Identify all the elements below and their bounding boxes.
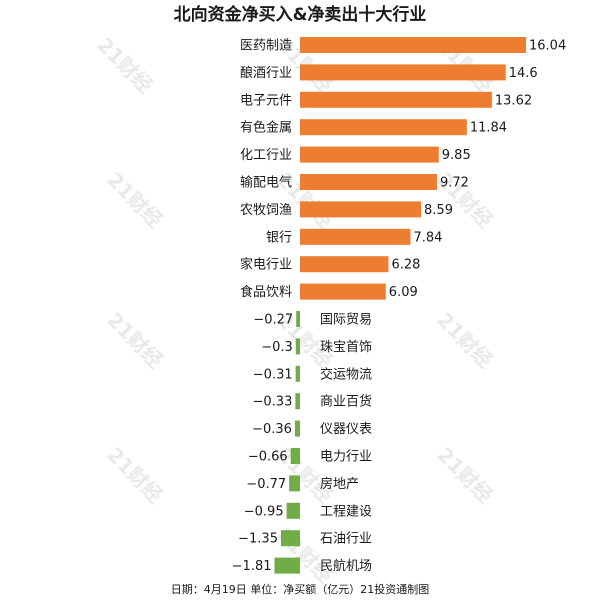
- value-label-7: 8.59: [424, 203, 453, 218]
- bar-12: [295, 338, 300, 355]
- value-label-5: 9.85: [442, 148, 471, 163]
- bar-17: [289, 475, 300, 492]
- value-label-10: 6.09: [389, 285, 418, 300]
- bar-6: [300, 174, 437, 190]
- value-label-12: −0.3: [261, 340, 293, 355]
- watermark-9: 21财经: [432, 308, 497, 373]
- watermark-7: 21财经: [102, 308, 167, 373]
- category-label-15: 仪器仪表: [320, 422, 372, 437]
- value-label-4: 11.84: [470, 121, 507, 136]
- bar-15: [294, 420, 300, 437]
- value-label-1: 16.04: [529, 39, 566, 54]
- category-label-20: 民航机场: [320, 558, 372, 574]
- category-label-16: 电力行业: [320, 450, 372, 465]
- category-label-7: 农牧饲渔: [240, 203, 292, 218]
- category-label-11: 国际贸易: [320, 313, 372, 328]
- bar-4: [300, 119, 467, 136]
- watermark-4: 21财经: [102, 168, 167, 233]
- category-label-6: 输配电气: [240, 175, 292, 191]
- value-label-2: 14.6: [509, 66, 538, 81]
- bar-10: [300, 283, 386, 300]
- value-label-17: −0.77: [246, 477, 286, 492]
- category-label-18: 工程建设: [320, 504, 372, 519]
- value-label-18: −0.95: [244, 504, 284, 519]
- bars-group: [274, 37, 526, 574]
- category-label-17: 房地产: [320, 476, 359, 492]
- labels-group: 医药制造 16.04 酿酒行业 14.6 电子元件 13.62 有色金属 11.84 化工行业 9…: [232, 39, 567, 575]
- bar-13: [295, 365, 300, 382]
- value-label-19: −1.35: [238, 532, 278, 547]
- bar-14: [295, 393, 300, 410]
- value-label-13: −0.31: [253, 367, 293, 382]
- category-label-12: 珠宝首饰: [320, 340, 372, 355]
- category-label-10: 食品饮料: [240, 284, 292, 300]
- bar-5: [300, 146, 439, 163]
- category-label-14: 商业百货: [320, 394, 372, 410]
- bar-1: [300, 37, 526, 53]
- value-label-14: −0.33: [253, 395, 293, 410]
- watermark-12: 21财经: [432, 443, 497, 508]
- bar-19: [280, 530, 300, 547]
- watermark-1: 21财经: [92, 33, 157, 98]
- value-label-6: 9.72: [440, 176, 469, 191]
- category-label-3: 电子元件: [240, 93, 292, 108]
- category-label-19: 石油行业: [320, 532, 372, 547]
- category-label-9: 家电行业: [240, 257, 292, 273]
- value-label-3: 13.62: [495, 93, 532, 108]
- bar-7: [300, 201, 422, 218]
- category-label-2: 酿酒行业: [240, 65, 292, 81]
- value-label-20: −1.81: [232, 559, 272, 574]
- value-label-9: 6.28: [391, 258, 420, 273]
- bar-18: [286, 502, 300, 519]
- watermark-10: 21财经: [102, 443, 167, 508]
- chart-title: 北向资金净买入&净卖出十大行业: [174, 4, 427, 25]
- category-label-5: 化工行业: [240, 148, 292, 163]
- category-label-4: 有色金属: [240, 120, 292, 136]
- bar-16: [290, 448, 300, 464]
- bar-9: [300, 256, 389, 273]
- bar-11: [296, 311, 300, 327]
- value-label-15: −0.36: [252, 422, 292, 437]
- value-label-11: −0.27: [253, 313, 293, 328]
- category-label-13: 交运物流: [320, 366, 372, 382]
- value-label-8: 7.84: [413, 230, 442, 245]
- category-label-8: 银行: [266, 230, 292, 245]
- chart-footer: 日期：4月19日 单位：净买额（亿元）21投资通制图: [171, 582, 430, 596]
- category-label-1: 医药制造: [240, 39, 292, 54]
- bar-20: [274, 557, 300, 574]
- bar-2: [300, 64, 506, 81]
- value-label-16: −0.66: [248, 450, 288, 465]
- bar-3: [300, 91, 492, 108]
- bar-8: [300, 228, 411, 245]
